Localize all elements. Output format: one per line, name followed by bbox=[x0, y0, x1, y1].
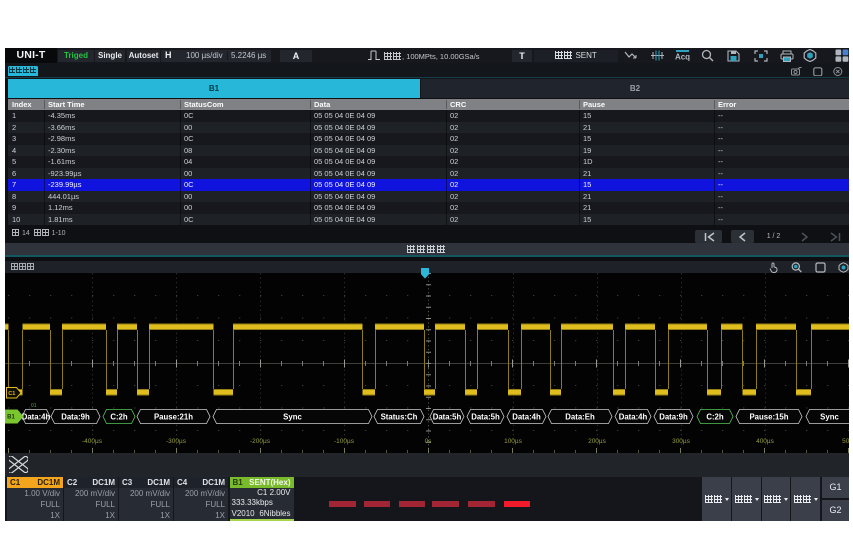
svg-text:0s: 0s bbox=[425, 438, 433, 445]
svg-text:Pause:21h: Pause:21h bbox=[154, 413, 193, 422]
svg-text:Data:4h: Data:4h bbox=[512, 413, 541, 422]
svg-text:Pause:15h: Pause:15h bbox=[749, 413, 788, 422]
svg-text:Data:5h: Data:5h bbox=[433, 413, 462, 422]
svg-text:01: 01 bbox=[31, 403, 37, 409]
svg-text:500µs: 500µs bbox=[842, 438, 849, 445]
svg-text:C:2h: C:2h bbox=[706, 413, 724, 422]
svg-text:Sync: Sync bbox=[820, 413, 839, 422]
svg-text:Data:Eh: Data:Eh bbox=[565, 413, 595, 422]
svg-text:300µs: 300µs bbox=[672, 438, 691, 445]
svg-text:Data:5h: Data:5h bbox=[471, 413, 500, 422]
svg-text:Data:4h: Data:4h bbox=[22, 413, 51, 422]
svg-text:-400µs: -400µs bbox=[82, 438, 103, 445]
svg-text:-200µs: -200µs bbox=[250, 438, 271, 445]
svg-text:Data:9h: Data:9h bbox=[61, 413, 90, 422]
svg-text:-100µs: -100µs bbox=[334, 438, 355, 445]
svg-text:400µs: 400µs bbox=[756, 438, 775, 445]
svg-text:Data:9h: Data:9h bbox=[659, 413, 688, 422]
svg-text:C:2h: C:2h bbox=[110, 413, 128, 422]
svg-text:C1: C1 bbox=[8, 391, 15, 397]
svg-text:100µs: 100µs bbox=[504, 438, 523, 445]
svg-text:Acq: Acq bbox=[675, 53, 690, 62]
svg-text:Data:4h: Data:4h bbox=[619, 413, 648, 422]
svg-text:-300µs: -300µs bbox=[166, 438, 187, 445]
svg-text:Status:Ch: Status:Ch bbox=[381, 413, 418, 422]
svg-text:200µs: 200µs bbox=[588, 438, 607, 445]
svg-text:B1: B1 bbox=[7, 415, 15, 421]
svg-text:Sync: Sync bbox=[283, 413, 302, 422]
